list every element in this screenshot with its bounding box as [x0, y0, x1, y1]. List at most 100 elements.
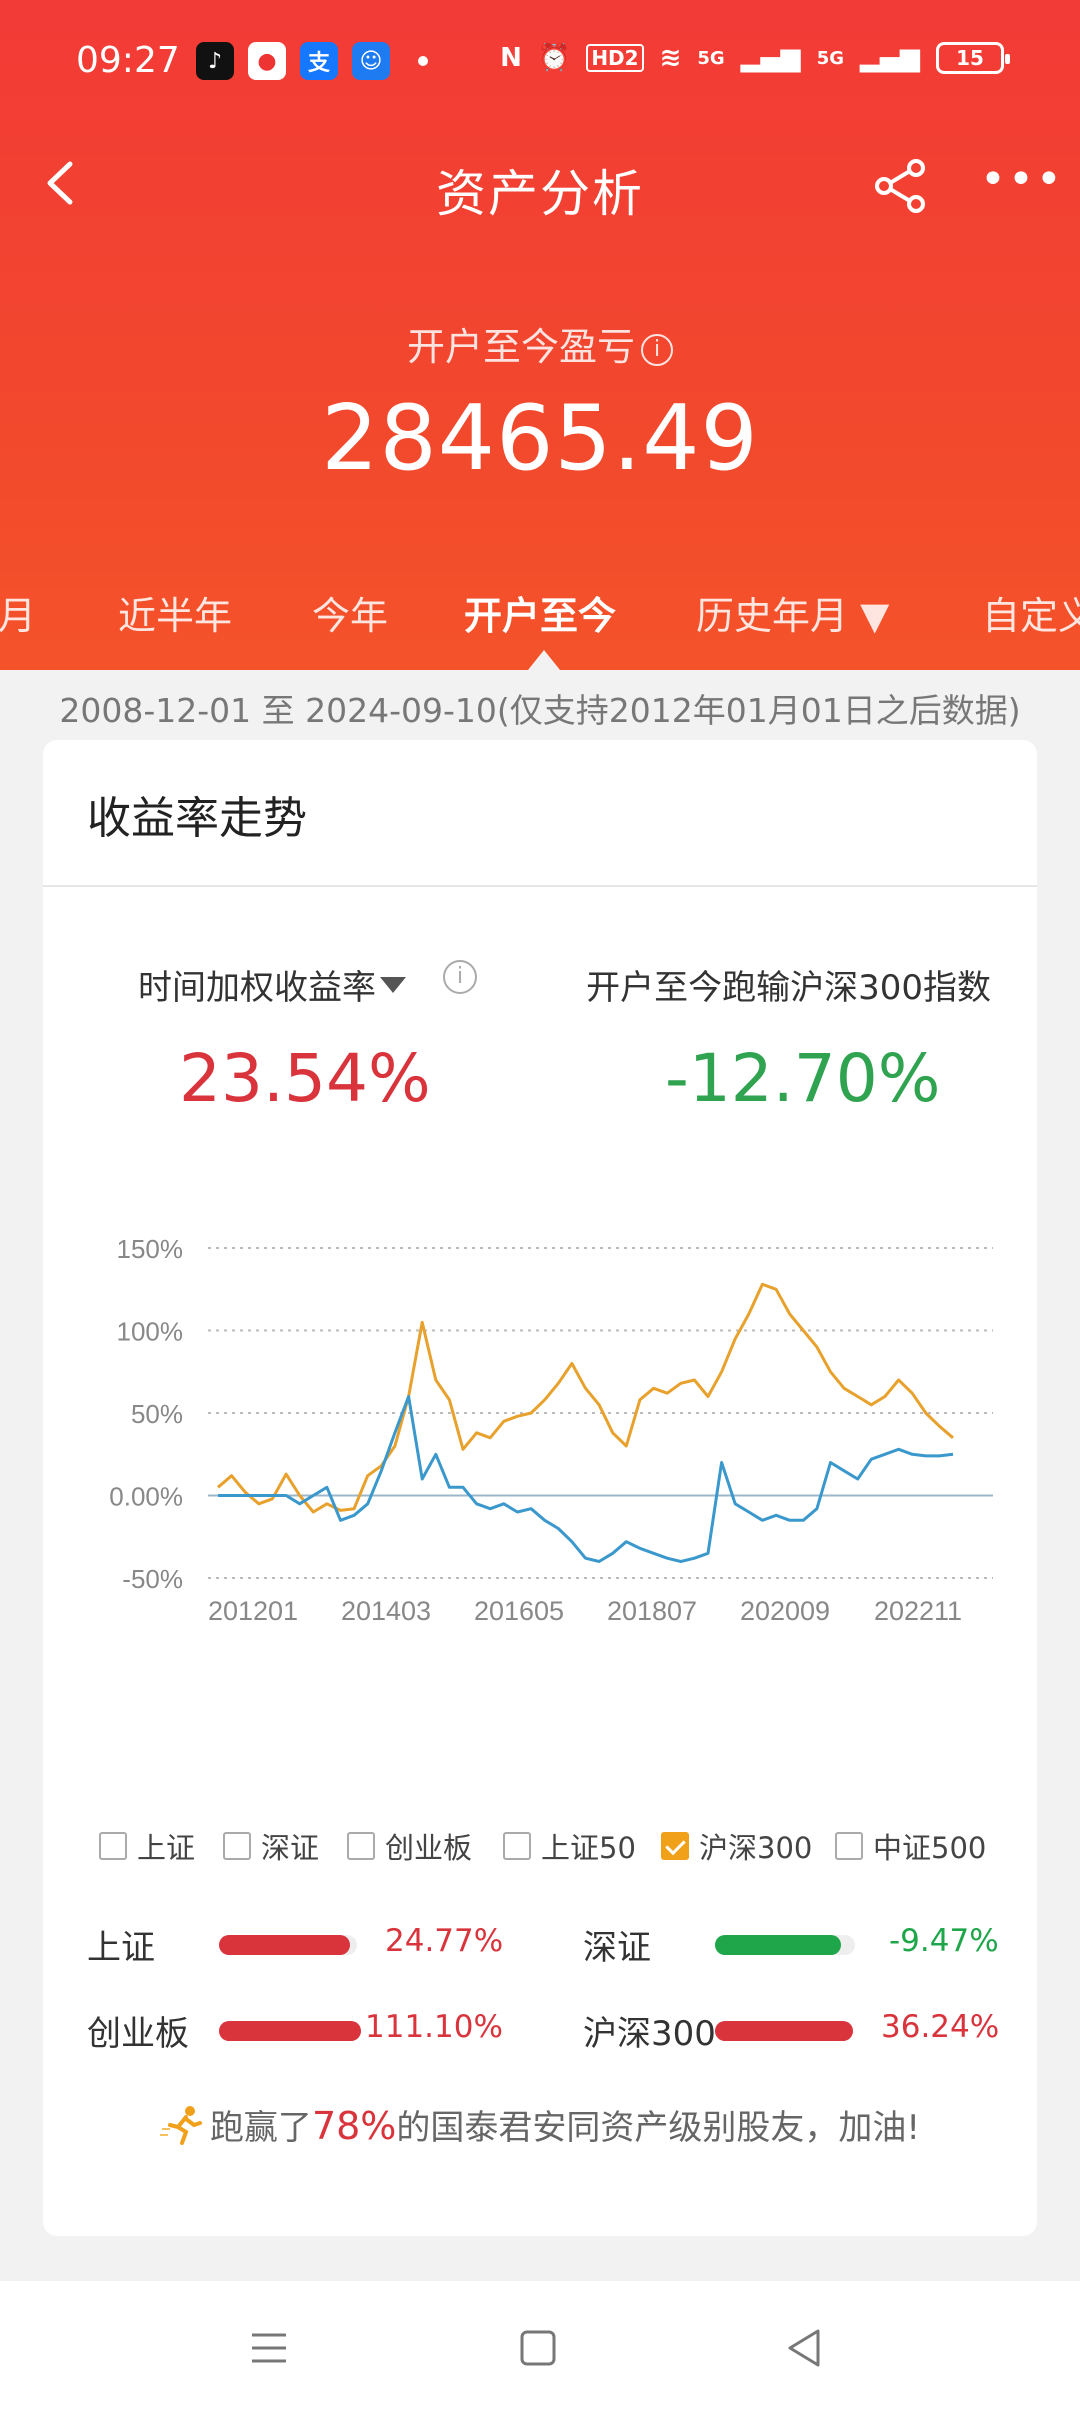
battery-level: 15 — [956, 46, 984, 70]
reddit-icon: ● — [248, 42, 286, 80]
legend-shenzhen[interactable]: 深证 — [223, 1825, 319, 1867]
bench-value: -9.47% — [889, 1923, 999, 1959]
bench-value: 24.77% — [385, 1923, 504, 1959]
alipay-icon: 支 — [300, 42, 338, 80]
bench-bar-fill — [219, 1935, 351, 1955]
series-line-1 — [218, 1395, 954, 1563]
alarm-icon: ⏰ — [537, 43, 571, 73]
signal-icon-2: 5G — [816, 47, 844, 69]
checkbox-icon — [503, 1832, 531, 1860]
x-tick-label: 201403 — [341, 1596, 431, 1626]
nfc-icon: N — [500, 43, 522, 73]
bench-bar — [219, 1935, 357, 1955]
status-time: 09:27 — [76, 40, 180, 81]
tab-custom[interactable]: 自定义 — [982, 594, 1080, 638]
x-tick-label: 201807 — [607, 1596, 697, 1626]
metric-right-value: -12.70% — [665, 1040, 941, 1117]
pnl-value: 28465.49 — [321, 386, 759, 491]
returns-card: 收益率走势 时间加权收益率 i 开户至今跑输沪深300指数 23.54% -12… — [43, 740, 1037, 2236]
bench-name: 沪深300 — [583, 2014, 716, 2054]
legend-label: 沪深300 — [699, 1831, 813, 1865]
tab-since-open[interactable]: 开户至今 — [464, 594, 617, 638]
more-notifications-icon — [418, 56, 428, 66]
signal-bars-icon-1: ▂▄▆ — [740, 43, 801, 73]
period-tabs: 月 近半年 今年 开户至今 历史年月 ▼ 自定义 — [0, 585, 1080, 655]
bench-bar-fill — [715, 1935, 841, 1955]
checkbox-icon — [223, 1832, 251, 1860]
tab-history[interactable]: 历史年月 ▼ — [696, 594, 890, 638]
bench-name: 深证 — [583, 1928, 651, 1968]
legend-csi300[interactable]: 沪深300 — [661, 1825, 812, 1867]
hd-icon: HD2 — [586, 44, 644, 72]
bench-bar-fill — [219, 2021, 361, 2041]
bench-name: 创业板 — [87, 2014, 189, 2054]
pnl-label: 开户至今盈亏 — [406, 325, 635, 369]
chart-legend: 上证 深证 创业板 上证50 沪深300 中证500 — [99, 1825, 1029, 1875]
rank-suffix: 的国泰君安同资产级别股友，加油! — [396, 2108, 921, 2148]
y-tick-label: 150% — [117, 1234, 184, 1264]
active-tab-indicator — [528, 650, 560, 670]
bench-name: 上证 — [87, 1928, 155, 1968]
bench-value: 111.10% — [365, 2009, 503, 2045]
y-tick-label: 50% — [131, 1399, 183, 1429]
legend-label: 中证500 — [873, 1831, 987, 1865]
status-bar: 09:27 ♪ ● 支 ☺ N ⏰ HD2 ≋ 5G ▂▄▆ 5G ▂▄▆ 15 — [0, 38, 1080, 88]
back-nav-icon[interactable] — [780, 2323, 830, 2373]
legend-shanghai[interactable]: 上证 — [99, 1825, 195, 1867]
info-icon[interactable]: i — [641, 334, 673, 366]
menu-icon[interactable] — [244, 2323, 294, 2373]
rank-prefix: 跑赢了 — [209, 2108, 312, 2148]
more-icon[interactable]: ••• — [980, 154, 1064, 205]
header: 09:27 ♪ ● 支 ☺ N ⏰ HD2 ≋ 5G ▂▄▆ 5G ▂▄▆ 15… — [0, 0, 1080, 670]
x-tick-label: 201201 — [208, 1596, 298, 1626]
legend-label: 深证 — [261, 1831, 320, 1865]
nav-bar: 资产分析 ••• — [0, 140, 1080, 230]
returns-chart: 150% 100% 50% 0.00% -50% 201201 201403 201605 20… — [109, 1234, 993, 1626]
legend-label: 创业板 — [385, 1831, 473, 1865]
tab-this-year[interactable]: 今年 — [312, 594, 389, 638]
y-tick-label: -50% — [122, 1564, 183, 1594]
tab-half-year[interactable]: 近半年 — [118, 594, 233, 638]
notification-icons: ♪ ● 支 ☺ — [196, 42, 428, 80]
legend-label: 上证 — [137, 1831, 196, 1865]
rank-message: 跑赢了78%的国泰君安同资产级别股友，加油! — [43, 2100, 1037, 2149]
y-tick-label: 100% — [117, 1317, 184, 1347]
checkbox-checked-icon — [661, 1832, 689, 1860]
battery-icon: 15 — [936, 42, 1010, 74]
bot-app-icon: ☺ — [352, 42, 390, 80]
legend-label: 上证50 — [541, 1831, 636, 1865]
date-range: 2008-12-01 至 2024-09-10(仅支持2012年01月01日之后… — [59, 691, 1021, 730]
rank-percent: 78% — [311, 2104, 397, 2148]
legend-csi500[interactable]: 中证500 — [835, 1825, 986, 1867]
home-icon[interactable] — [513, 2323, 563, 2373]
metric-selector[interactable]: 时间加权收益率 — [138, 960, 406, 1009]
signal-icon-1: 5G — [697, 47, 725, 69]
bench-bar — [219, 2021, 361, 2041]
page-title: 资产分析 — [436, 165, 644, 223]
x-tick-label: 201605 — [474, 1596, 564, 1626]
x-tick-label: 202009 — [740, 1596, 830, 1626]
x-tick-label: 202211 — [874, 1596, 962, 1626]
bench-bar-fill — [715, 2021, 853, 2041]
wifi-icon: ≋ — [659, 43, 682, 73]
status-right: N ⏰ HD2 ≋ 5G ▂▄▆ 5G ▂▄▆ 15 — [500, 42, 1010, 74]
card-title: 收益率走势 — [87, 793, 307, 844]
checkbox-icon — [99, 1832, 127, 1860]
share-icon[interactable] — [870, 156, 930, 216]
back-icon[interactable] — [38, 158, 88, 208]
pnl-label-row: 开户至今盈亏 i — [0, 316, 1080, 371]
y-tick-label: 0.00% — [109, 1482, 183, 1512]
metric-info-icon[interactable]: i — [443, 960, 477, 994]
legend-sse50[interactable]: 上证50 — [503, 1825, 636, 1867]
divider — [43, 885, 1037, 887]
dropdown-caret-icon — [380, 977, 406, 993]
tab-month[interactable]: 月 — [0, 594, 37, 638]
metric-right-label: 开户至今跑输沪深300指数 — [586, 968, 991, 1008]
runner-icon — [159, 2106, 202, 2145]
bench-value: 36.24% — [881, 2009, 1000, 2045]
metric-left-label: 时间加权收益率 — [138, 968, 376, 1008]
legend-chinext[interactable]: 创业板 — [347, 1825, 472, 1867]
bench-bar — [715, 1935, 855, 1955]
system-nav-bar — [0, 2281, 1080, 2412]
signal-bars-icon-2: ▂▄▆ — [860, 43, 920, 73]
